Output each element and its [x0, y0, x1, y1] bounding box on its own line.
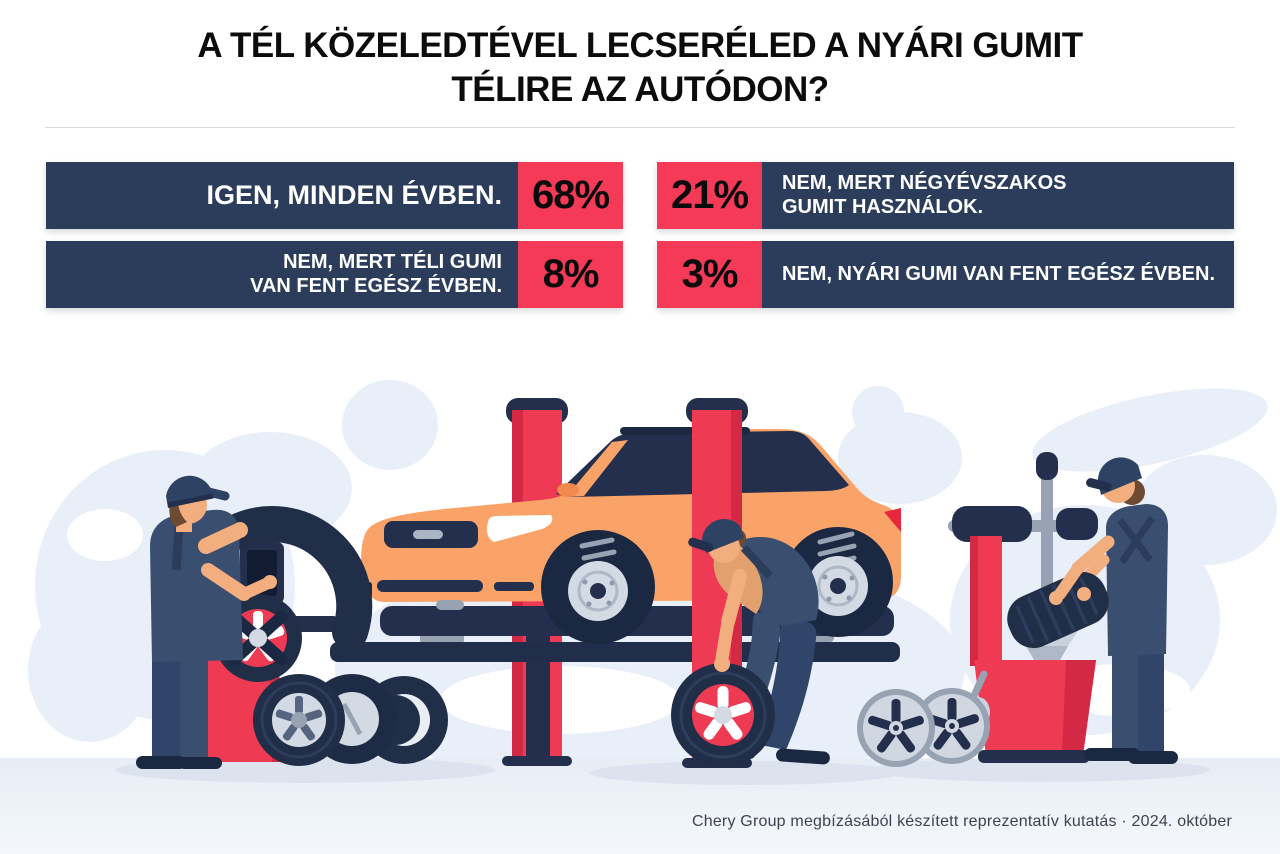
- stat-value: 21%: [657, 162, 762, 229]
- car-on-lift: [360, 427, 901, 644]
- wheel-balancer-station: [857, 452, 1098, 767]
- tire-changer-station: [186, 506, 448, 766]
- tire-stack: [253, 674, 448, 766]
- stat-value: 3%: [657, 241, 762, 308]
- stat-label: NEM, MERT TÉLI GUMI VAN FENT EGÉSZ ÉVBEN…: [250, 250, 502, 297]
- right-mechanic: [1007, 457, 1178, 764]
- stat-label: NEM, MERT NÉGYÉVSZAKOS GUMIT HASZNÁLOK.: [782, 171, 1067, 218]
- front-brake-rotor: [568, 561, 628, 621]
- car-exhaust: [436, 600, 464, 610]
- survey-results: IGEN, MINDEN ÉVBEN. 68% 21% NEM, MERT NÉ…: [46, 162, 1234, 308]
- stat-bar-igen-minden-evben: IGEN, MINDEN ÉVBEN. 68%: [46, 162, 623, 229]
- stat-value: 8%: [518, 241, 623, 308]
- car-mirror: [557, 483, 579, 497]
- tire-arc: [219, 506, 373, 650]
- title-divider: [45, 127, 1235, 128]
- car-taillight: [884, 508, 901, 532]
- page-title: A TÉL KÖZELEDTÉVEL LECSERÉLED A NYÁRI GU…: [0, 24, 1280, 112]
- stat-bar-teli-gumi-egesz-evben: NEM, MERT TÉLI GUMI VAN FENT EGÉSZ ÉVBEN…: [46, 241, 623, 308]
- center-mechanic-cap: [701, 519, 744, 553]
- tire-service-illustration: [0, 380, 1280, 854]
- page-title-line2: TÉLIRE AZ AUTÓDON?: [451, 69, 829, 109]
- rolling-tire: [671, 663, 775, 767]
- rear-brake-rotor: [808, 556, 868, 616]
- center-mechanic: [671, 519, 830, 767]
- car-a-pillar: [566, 440, 628, 497]
- header: A TÉL KÖZELEDTÉVEL LECSERÉLED A NYÁRI GU…: [0, 0, 1280, 112]
- stat-value: 68%: [518, 162, 623, 229]
- source-note: Chery Group megbízásából készített repre…: [691, 813, 1232, 830]
- page-title-line1: A TÉL KÖZELEDTÉVEL LECSERÉLED A NYÁRI GU…: [197, 26, 1083, 65]
- left-mechanic: [136, 475, 277, 769]
- stat-bar-negyevszakos: 21% NEM, MERT NÉGYÉVSZAKOS GUMIT HASZNÁL…: [657, 162, 1234, 229]
- car-bumper-strip: [377, 580, 483, 592]
- stat-bar-nyari-gumi-egesz-evben: 3% NEM, NYÁRI GUMI VAN FENT EGÉSZ ÉVBEN.: [657, 241, 1234, 308]
- alloy-wheels: [857, 688, 990, 767]
- stat-label: NEM, NYÁRI GUMI VAN FENT EGÉSZ ÉVBEN.: [782, 262, 1215, 285]
- stat-label: IGEN, MINDEN ÉVBEN.: [206, 180, 502, 210]
- car-headlight: [486, 515, 553, 542]
